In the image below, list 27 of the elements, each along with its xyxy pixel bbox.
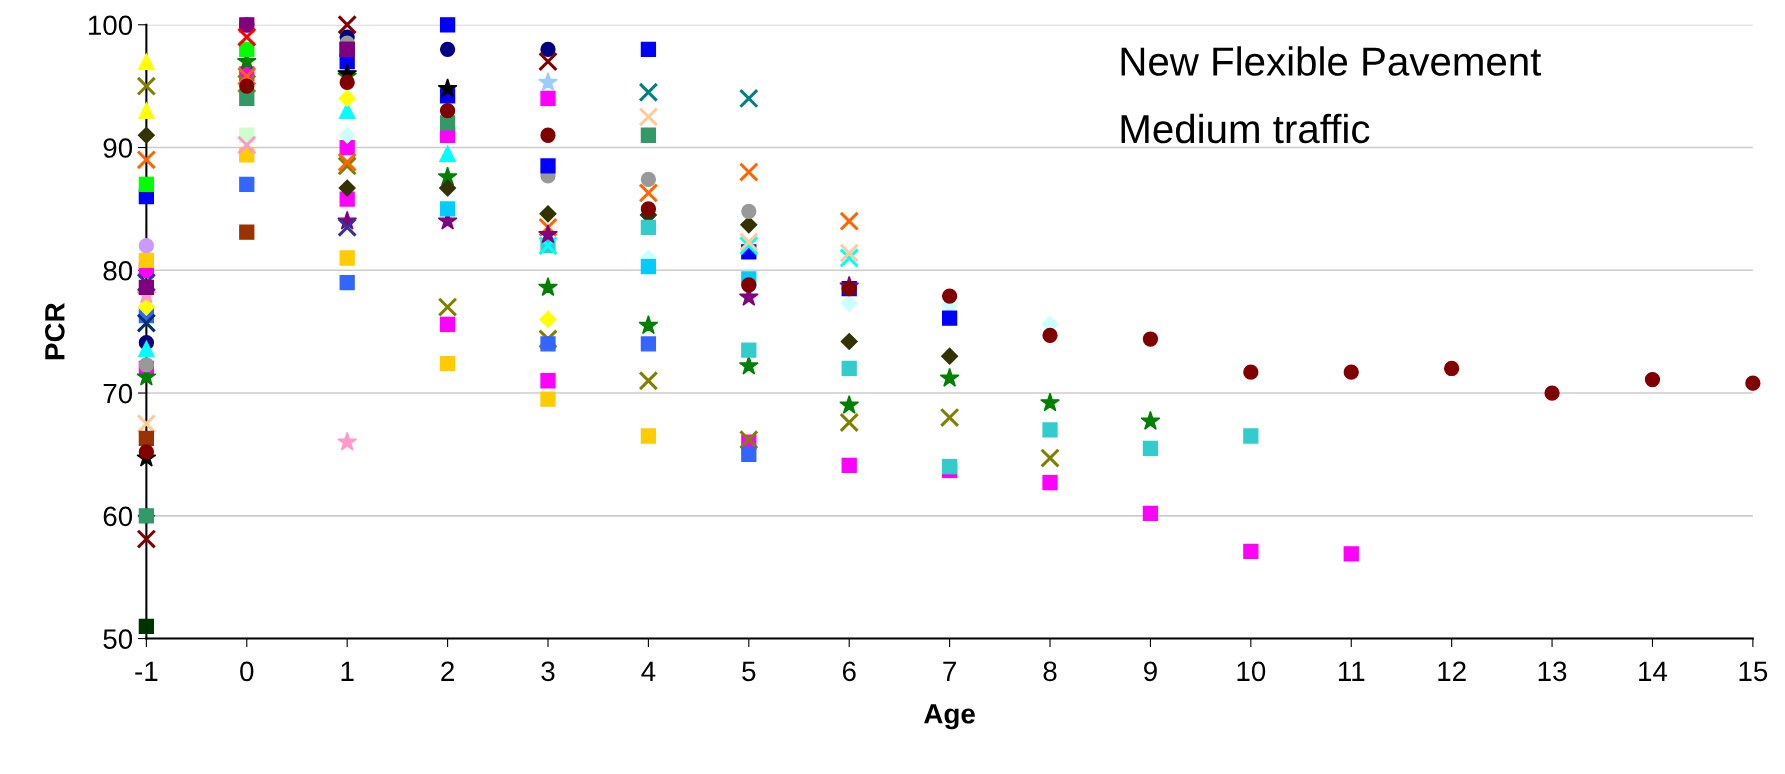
x-tick-label: 6 [842, 661, 856, 682]
x-tick-label: 7 [943, 661, 956, 681]
x-tick-label: 10 [1237, 661, 1266, 682]
x-tick-label: 2 [441, 661, 454, 681]
y-tick-label: 90 [103, 138, 133, 158]
x-tick-label: 12 [1438, 661, 1466, 681]
y-tick-label: 60 [103, 506, 133, 527]
x-tick-label: 11 [1338, 661, 1365, 681]
y-axis-title: PCR [45, 302, 65, 360]
x-tick-label: 1 [341, 661, 354, 681]
x-tick-label: 0 [240, 661, 254, 682]
x-tick-label: 3 [541, 661, 555, 682]
annotation: Medium traffic [1121, 113, 1370, 144]
x-tick-label: 9 [1144, 661, 1157, 682]
y-tick-label: 100 [88, 15, 133, 36]
x-tick-label: 8 [1043, 661, 1057, 682]
y-tick-label: 70 [103, 383, 133, 404]
x-tick-label: 14 [1639, 661, 1668, 681]
x-tick-label: 13 [1538, 661, 1567, 682]
y-tick-label: 80 [103, 260, 133, 281]
annotation: New Flexible Pavement [1121, 46, 1542, 76]
x-axis-title: Age [924, 704, 975, 730]
x-tick-label: 4 [641, 661, 656, 681]
x-tick-label: 5 [742, 661, 756, 682]
x-tick-label: 15 [1739, 661, 1768, 682]
x-tick-label: -1 [135, 661, 158, 681]
y-tick-label: 50 [103, 629, 133, 649]
